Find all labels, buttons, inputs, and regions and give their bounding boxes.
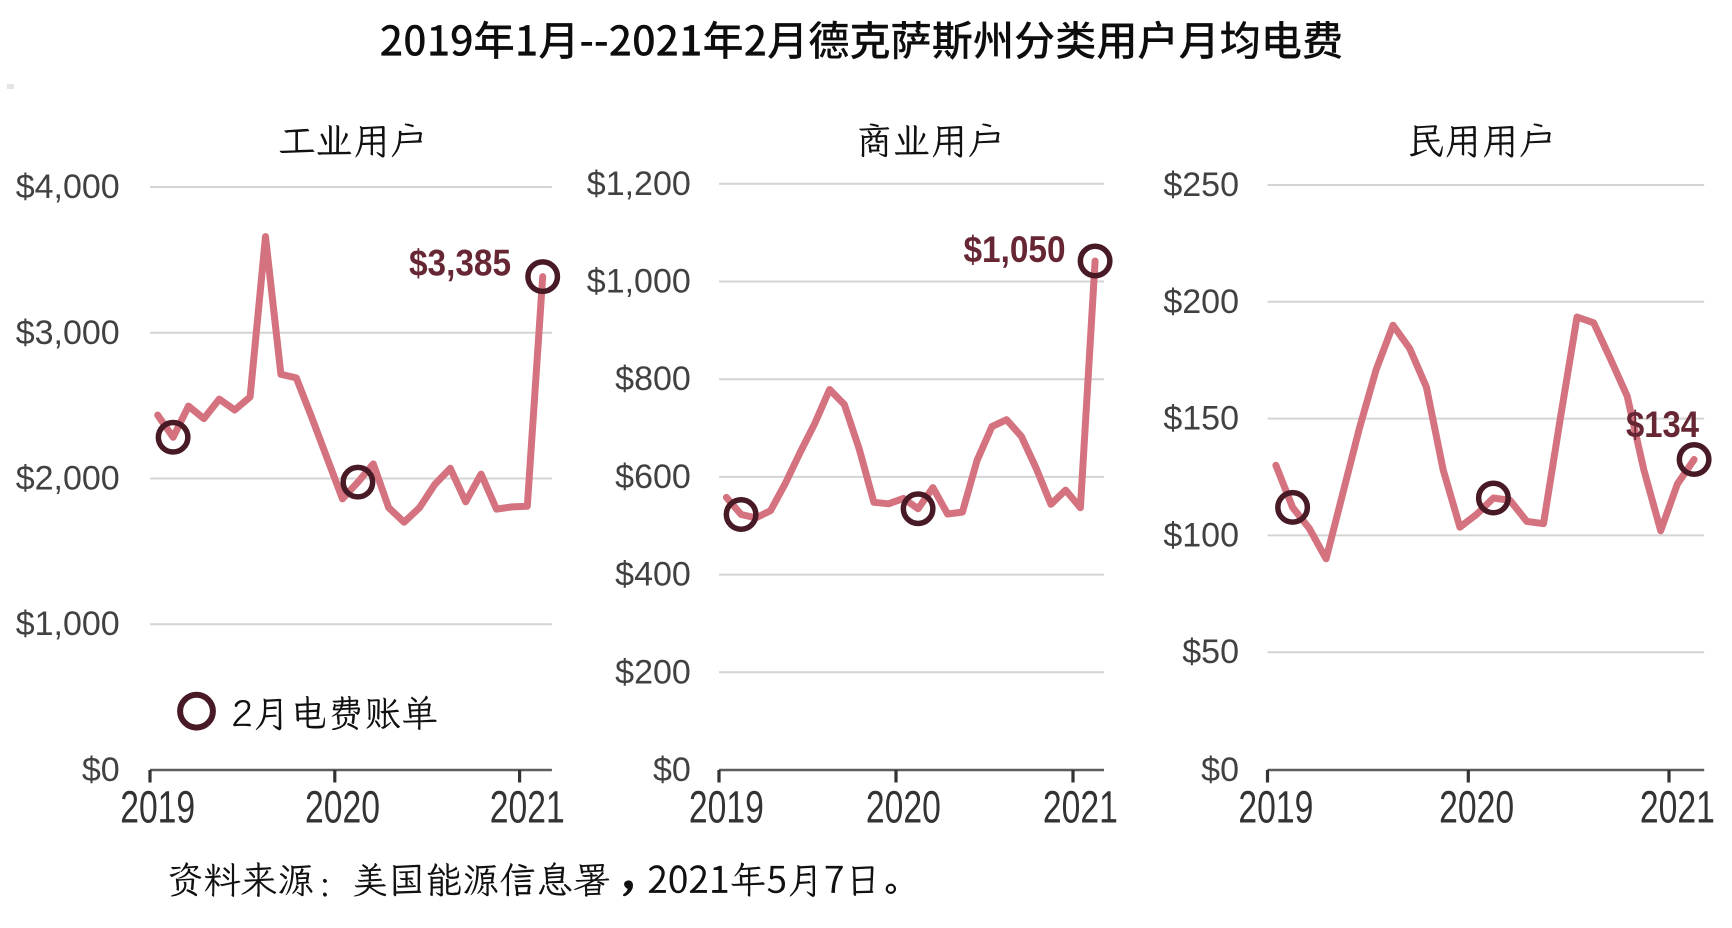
svg-text:$600: $600 <box>615 458 691 496</box>
svg-text:2019: 2019 <box>689 781 764 832</box>
svg-text:2019: 2019 <box>120 781 195 832</box>
svg-text:$800: $800 <box>615 360 691 398</box>
svg-text:$3,385: $3,385 <box>409 243 511 284</box>
svg-text:$100: $100 <box>1163 516 1239 554</box>
svg-text:$200: $200 <box>1163 283 1239 321</box>
svg-text:2021: 2021 <box>1640 781 1715 832</box>
svg-text:$50: $50 <box>1182 633 1239 671</box>
svg-text:$0: $0 <box>1201 751 1239 789</box>
svg-text:2019: 2019 <box>1238 781 1313 832</box>
svg-text:$134: $134 <box>1626 404 1699 445</box>
svg-text:$0: $0 <box>653 751 691 789</box>
svg-text:2020: 2020 <box>866 781 941 832</box>
svg-text:$2,000: $2,000 <box>16 460 120 498</box>
svg-text:$400: $400 <box>615 556 691 594</box>
svg-text:2021: 2021 <box>490 781 565 832</box>
svg-text:$200: $200 <box>615 653 691 691</box>
svg-text:$1,000: $1,000 <box>16 605 120 643</box>
svg-text:$150: $150 <box>1163 400 1239 438</box>
svg-text:2021: 2021 <box>1043 781 1118 832</box>
svg-text:2020: 2020 <box>1439 781 1514 832</box>
svg-text:2020: 2020 <box>305 781 380 832</box>
svg-text:$250: $250 <box>1163 166 1239 204</box>
svg-text:$4,000: $4,000 <box>16 168 120 206</box>
svg-text:$1,050: $1,050 <box>964 229 1066 270</box>
svg-text:$1,000: $1,000 <box>587 263 691 301</box>
svg-text:$1,200: $1,200 <box>587 165 691 203</box>
svg-text:$0: $0 <box>82 751 120 789</box>
svg-text:$3,000: $3,000 <box>16 314 120 352</box>
